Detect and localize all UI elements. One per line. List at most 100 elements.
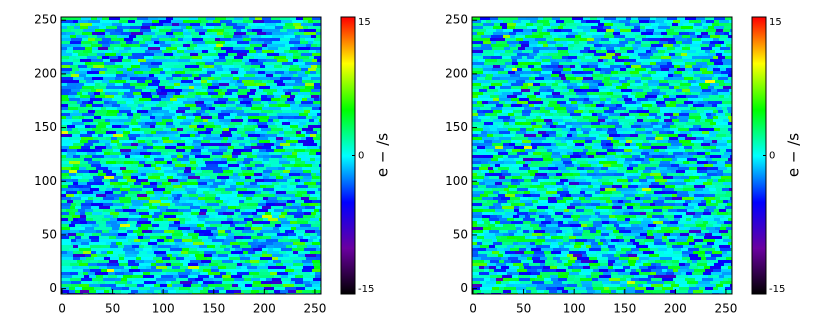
heatmap-cell <box>247 113 259 116</box>
heatmap-cell <box>715 80 724 83</box>
heatmap-cell <box>279 119 288 122</box>
heatmap-cell <box>61 242 71 245</box>
heatmap-cell <box>299 56 309 59</box>
heatmap-cell <box>577 134 589 137</box>
heatmap-cell <box>722 107 727 110</box>
heatmap-cell <box>229 167 241 170</box>
heatmap-cell <box>569 98 575 101</box>
heatmap-cell <box>66 155 73 158</box>
heatmap-cell <box>104 182 110 185</box>
heatmap-cell <box>491 20 503 23</box>
heatmap-cell <box>675 149 685 152</box>
heatmap-cell <box>499 101 505 104</box>
heatmap-cell <box>494 53 500 56</box>
heatmap-cell <box>181 26 186 29</box>
heatmap-cell <box>165 71 175 74</box>
heatmap-cell <box>301 137 306 140</box>
heatmap-cell <box>312 242 320 245</box>
heatmap-cell <box>116 71 123 74</box>
heatmap-cell <box>567 143 575 146</box>
heatmap-cell <box>600 101 605 104</box>
heatmap-cell <box>483 26 493 29</box>
heatmap-cell <box>605 101 611 104</box>
heatmap-cell <box>592 146 602 149</box>
heatmap-cell <box>479 167 488 170</box>
heatmap-cell <box>607 152 616 155</box>
heatmap-cell <box>271 212 281 215</box>
heatmap-cell <box>647 179 655 182</box>
heatmap-cell <box>296 131 301 134</box>
heatmap-cell <box>79 74 86 77</box>
heatmap-cell <box>279 182 290 185</box>
heatmap-cell <box>296 227 308 230</box>
heatmap-cell <box>252 212 257 215</box>
heatmap-cell <box>554 140 561 143</box>
heatmap-cell <box>124 257 136 260</box>
heatmap-cell <box>207 80 212 83</box>
heatmap-cell <box>138 83 148 86</box>
heatmap-cell <box>539 50 549 53</box>
heatmap-cell <box>563 89 569 92</box>
heatmap-cell <box>290 47 298 50</box>
heatmap-cell <box>221 221 233 224</box>
heatmap-cell <box>178 179 187 182</box>
heatmap-cell <box>277 134 284 137</box>
heatmap-cell <box>151 68 163 71</box>
heatmap-cell <box>102 80 109 83</box>
heatmap-cell <box>106 242 111 245</box>
heatmap-cell <box>683 161 689 164</box>
heatmap-cell <box>598 65 610 68</box>
heatmap-cell <box>182 236 192 239</box>
heatmap-cell <box>164 158 172 161</box>
heatmap-cell <box>710 155 721 158</box>
heatmap-cell <box>67 125 75 128</box>
heatmap-cell <box>113 191 121 194</box>
heatmap-cell <box>530 113 539 116</box>
heatmap-cell <box>573 140 585 143</box>
heatmap-cell <box>233 218 244 221</box>
heatmap-cell <box>253 158 263 161</box>
heatmap-cell <box>576 92 587 95</box>
heatmap-cell <box>207 89 214 92</box>
heatmap-cell <box>135 155 144 158</box>
heatmap-cell <box>621 53 627 56</box>
heatmap-cell <box>129 209 136 212</box>
heatmap-cell <box>261 35 272 38</box>
heatmap-cell <box>636 101 641 104</box>
heatmap-cell <box>697 152 705 155</box>
heatmap-cell <box>657 104 666 107</box>
heatmap-cell <box>261 128 271 131</box>
heatmap-cell <box>282 281 290 284</box>
heatmap-cell <box>119 20 128 23</box>
heatmap-cell <box>498 167 509 170</box>
heatmap-cell <box>198 194 205 197</box>
heatmap-cell <box>266 203 275 206</box>
heatmap-cell <box>261 98 271 101</box>
heatmap-cell <box>574 41 579 44</box>
heatmap-cell <box>535 38 546 41</box>
heatmap-cell <box>250 257 260 260</box>
heatmap-cell <box>575 143 584 146</box>
heatmap-cell <box>264 143 274 146</box>
heatmap-cell <box>208 149 219 152</box>
heatmap-cell <box>251 278 260 281</box>
heatmap-cell <box>138 164 144 167</box>
heatmap-cell <box>183 32 191 35</box>
heatmap-cell <box>145 140 152 143</box>
heatmap-cell <box>543 23 550 26</box>
heatmap-cell <box>490 152 498 155</box>
heatmap-cell <box>273 260 281 263</box>
heatmap-cell <box>185 140 193 143</box>
heatmap-cell <box>571 101 577 104</box>
heatmap-cell <box>489 170 494 173</box>
heatmap-cell <box>677 62 685 65</box>
heatmap-cell <box>131 119 136 122</box>
heatmap-cell <box>199 233 204 236</box>
heatmap-cell <box>311 173 316 176</box>
heatmap-cell <box>70 230 79 233</box>
heatmap-cell <box>259 260 268 263</box>
heatmap-cell <box>187 185 198 188</box>
heatmap-cell <box>236 107 242 110</box>
heatmap-cell <box>693 173 702 176</box>
heatmap-cell <box>144 56 153 59</box>
